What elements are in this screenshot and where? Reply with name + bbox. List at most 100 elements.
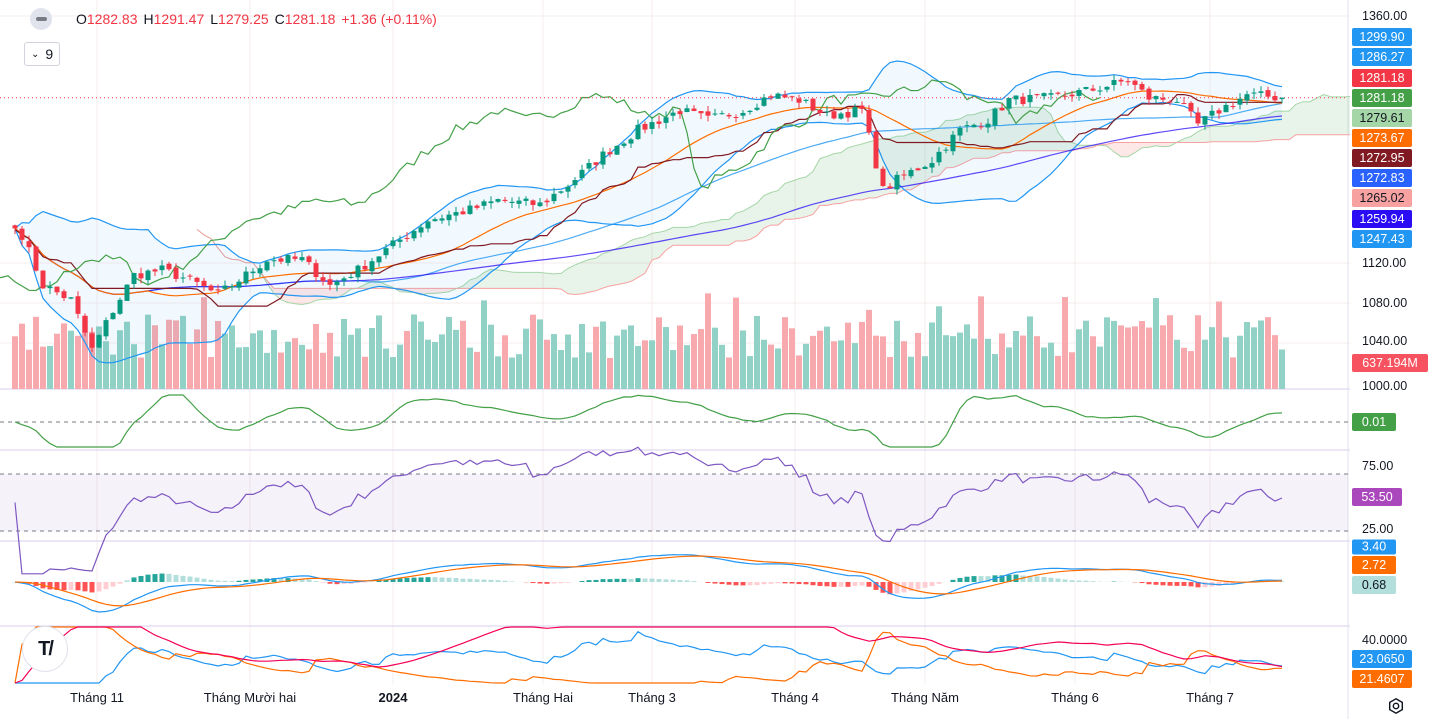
macd-histogram-bar [460,578,466,582]
candle-body [1076,90,1082,96]
volume-bar [796,355,802,389]
time-axis-label: Tháng 11 [70,690,124,705]
volume-bar [250,333,256,389]
volume-bar [999,333,1005,389]
indicators-collapse-button[interactable]: ⌄ 9 [24,42,61,66]
candle-body [390,240,396,247]
volume-bar [712,327,718,389]
macd-histogram-bar [299,578,305,582]
volume-bar [159,344,165,389]
macd-histogram-bar [894,582,900,594]
candle-body [1062,95,1068,97]
ichimoku-cloud-segment [547,273,554,289]
volume-bar [537,319,543,389]
candle-body [999,107,1005,111]
ohlc-legend: O 1282.83 H 1291.47 L 1279.25 C 1281.18 +1.3… [30,8,437,30]
candle-body [327,279,333,285]
ichimoku-cloud-segment [750,203,757,240]
ichimoku-cloud-segment [288,288,295,304]
volume-bar [698,329,704,389]
volume-bar [964,324,970,389]
candle-body [369,261,375,272]
adx-line [14,626,1283,684]
macd-histogram-bar [726,582,732,585]
ichimoku-cloud-segment [1030,107,1037,151]
macd-histogram-bar [565,582,571,583]
candle-body [845,111,851,118]
high-label: H [143,11,154,27]
price-scale[interactable]: 1360.00 1120.00 1080.00 1040.00 1000.00 … [1350,0,1436,719]
candle-body [831,111,837,119]
dmi-tick: 40.0000 [1362,633,1408,647]
ichimoku-cloud-segment [785,181,792,220]
volume-bar [26,349,32,389]
ichimoku-cloud-segment [617,244,624,285]
tradingview-logo[interactable]: T/ [22,626,68,672]
ichimoku-cloud-segment [1009,107,1016,153]
macd-histogram-bar [1181,582,1187,586]
candle-body [544,200,550,203]
candle-body [292,256,298,259]
volume-bar [985,338,991,389]
volume-bar [908,356,914,389]
macd-histogram-bar [607,579,613,582]
candle-body [1055,92,1061,94]
volume-bar [1006,347,1012,389]
candle-body [278,258,284,262]
plus-di-line [15,630,1283,684]
low-value: 1279.25 [218,11,269,27]
volume-bar [614,335,620,389]
volume-bar [299,344,305,389]
ichimoku-cloud-segment [1289,104,1296,140]
macd-histogram-bar [775,582,781,584]
ichimoku-cloud-segment [505,270,512,289]
volume-bar [1258,320,1264,389]
macd-histogram-bar [1055,578,1061,582]
volume-bar [754,315,760,389]
volume-bar [1272,335,1278,389]
macd-histogram-bar [957,577,963,582]
time-axis-label: Tháng Năm [891,690,959,705]
candle-body [775,93,781,99]
macd-histogram-bar [138,575,144,582]
macd-histogram-bar [586,580,592,582]
ichimoku-cloud-segment [1205,126,1212,143]
candle-body [1279,97,1285,100]
ichimoku-cloud-segment [428,288,435,294]
macd-histogram-bar [635,578,641,582]
macd-histogram-bar [180,575,186,582]
macd-histogram-bar [495,580,501,582]
change-value: +1.36 (+0.11%) [341,11,437,27]
volume-bar [460,320,466,389]
volume-bar [187,343,193,389]
senkou-span-b-line [196,134,1350,296]
candle-body [1034,94,1040,96]
candle-body [411,230,417,239]
candle-body [1006,98,1012,109]
ichimoku-cloud-segment [1331,96,1338,135]
price-tick: 1000.00 [1362,379,1408,393]
volume-bar [628,325,634,389]
volume-bar [376,315,382,389]
ichimoku-cloud-segment [848,145,855,202]
candle-body [222,285,228,289]
settings-icon[interactable] [1387,697,1405,715]
ichimoku-cloud-segment [624,240,631,284]
volume-bar [1230,357,1236,389]
volume-bar [418,321,424,389]
ichimoku-cloud-segment [792,178,799,220]
macd-histogram-bar [1195,582,1201,588]
macd-histogram-bar [649,578,655,582]
chevron-down-icon: ⌄ [31,48,40,60]
candle-body [733,117,739,119]
candle-body [887,186,893,189]
macd-histogram-bar [551,582,557,584]
volume-bar [1020,335,1026,389]
volume-bar [341,319,347,389]
chart-canvas[interactable] [0,0,1350,719]
volume-bar [670,350,676,389]
volume-bar [1153,298,1159,389]
legend-toggle-button[interactable] [30,8,52,30]
ichimoku-cloud-segment [834,152,841,204]
volume-bar [1027,316,1033,389]
